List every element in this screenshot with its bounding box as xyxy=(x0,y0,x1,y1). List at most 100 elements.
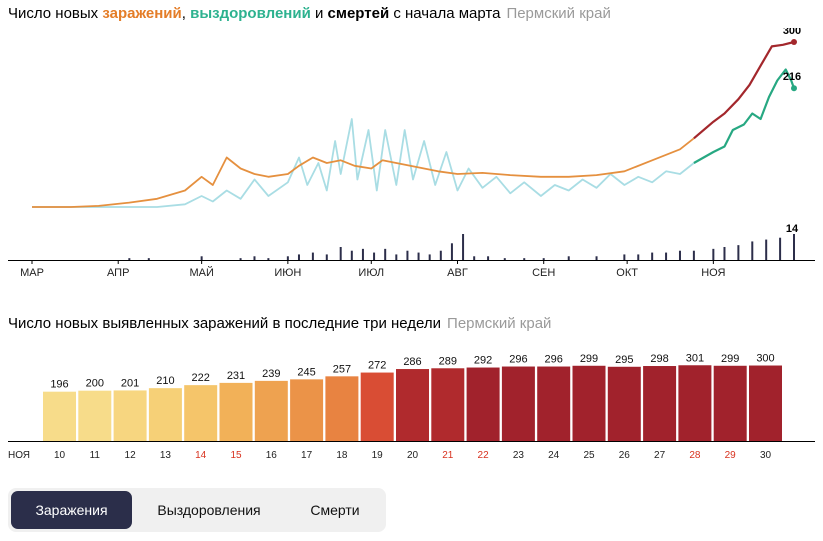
bar-value-label: 286 xyxy=(403,356,421,368)
bar-day-label: 19 xyxy=(372,450,384,461)
day-bar xyxy=(360,372,394,441)
bar-day-label: 18 xyxy=(336,450,348,461)
day-bar xyxy=(678,365,712,441)
bar-day-label: 28 xyxy=(689,450,701,461)
main-chart-title: Число новых заражений, выздоровлений и с… xyxy=(8,5,611,22)
bar-day-label: 15 xyxy=(230,450,242,461)
bar-day-label: 24 xyxy=(548,450,560,461)
death-bar xyxy=(297,254,300,260)
death-bar xyxy=(793,234,795,260)
bar-value-label: 289 xyxy=(439,355,457,367)
tab-recoveries[interactable]: Выздоровления xyxy=(157,502,261,518)
month-label: СЕН xyxy=(532,267,555,279)
bar-day-label: 21 xyxy=(442,450,454,461)
bar-day-label: 11 xyxy=(90,450,101,461)
day-bar xyxy=(643,366,677,441)
bar-value-label: 210 xyxy=(156,375,174,387)
death-bar xyxy=(623,254,626,260)
month-label: ИЮЛ xyxy=(358,267,384,279)
bar-value-label: 201 xyxy=(121,377,139,389)
day-bar xyxy=(184,385,218,441)
month-label: ОКТ xyxy=(616,267,638,279)
bar-value-label: 296 xyxy=(509,354,527,366)
day-bar xyxy=(713,365,747,441)
day-bar xyxy=(290,379,324,441)
day-bar xyxy=(537,366,571,441)
month-label: НОЯ xyxy=(701,267,725,279)
death-bar xyxy=(678,250,681,260)
title-deaths: смертей xyxy=(327,5,390,22)
day-bar xyxy=(43,391,76,441)
three-week-bar-chart: НОЯ 196 10 200 11 201 12 210 13 222 14 231 15 239 16 24… xyxy=(8,352,815,461)
bar-value-label: 299 xyxy=(721,353,739,365)
title-part-3: , xyxy=(181,5,191,22)
bar-value-label: 295 xyxy=(615,354,633,366)
death-bar xyxy=(462,234,465,260)
bar-value-label: 200 xyxy=(86,378,104,390)
title-infections: заражений xyxy=(102,5,182,22)
bar-value-label: 296 xyxy=(545,354,563,366)
death-bar xyxy=(325,254,328,260)
recoveries-line-recent xyxy=(693,68,796,164)
death-bar xyxy=(542,258,545,260)
bar-day-label: 13 xyxy=(160,450,172,461)
death-bar xyxy=(373,252,376,260)
recoveries-end-label: 216 xyxy=(783,71,801,83)
death-bar xyxy=(439,250,442,260)
title-part-1: Число новых xyxy=(8,5,103,22)
bar-value-label: 222 xyxy=(192,372,210,384)
infections-end-dot xyxy=(791,39,797,45)
death-bar xyxy=(723,247,726,260)
bar-value-label: 292 xyxy=(474,355,492,367)
day-bar xyxy=(254,380,288,441)
death-bar xyxy=(128,258,131,260)
day-bar xyxy=(148,388,182,441)
bar-value-label: 298 xyxy=(650,353,668,365)
day-bar xyxy=(325,376,359,441)
death-bar xyxy=(737,245,740,260)
bar-day-label: 23 xyxy=(513,450,525,461)
bar-chart-title-text: Число новых выявленных заражений в после… xyxy=(8,315,442,332)
bar-day-label: 26 xyxy=(619,450,631,461)
bar-value-label: 257 xyxy=(333,363,351,375)
death-bar xyxy=(473,256,476,260)
death-bar xyxy=(395,254,398,260)
infections-end-label: 300 xyxy=(783,28,801,37)
bar-day-label: 22 xyxy=(478,450,490,461)
title-part-7: с начала марта xyxy=(389,5,501,22)
tab-deaths[interactable]: Смерти xyxy=(310,502,360,518)
death-bar xyxy=(692,250,695,260)
bar-value-label: 239 xyxy=(262,368,280,380)
day-bar xyxy=(396,369,429,441)
death-bar xyxy=(253,256,256,260)
bar-day-label: 30 xyxy=(760,450,772,461)
infections-line xyxy=(32,137,695,208)
bar-day-label: 12 xyxy=(125,450,137,461)
bar-day-label: 10 xyxy=(54,450,66,461)
bar-value-label: 231 xyxy=(227,370,245,382)
death-bar xyxy=(665,252,668,260)
bar-day-label: 14 xyxy=(195,450,207,461)
death-bar xyxy=(428,254,431,260)
death-bar xyxy=(311,252,314,260)
deaths-end-label: 14 xyxy=(786,223,799,235)
month-label: АВГ xyxy=(447,267,468,279)
death-bar xyxy=(765,239,768,260)
day-bar xyxy=(78,390,112,441)
death-bar xyxy=(361,248,364,260)
death-bar xyxy=(487,256,490,260)
day-bar xyxy=(607,366,641,441)
bar-chart-region: Пермский край xyxy=(447,315,552,332)
title-recoveries: выздоровлений xyxy=(190,5,311,22)
bar-day-label: 16 xyxy=(266,450,278,461)
death-bar xyxy=(637,254,640,260)
death-bar xyxy=(406,250,409,260)
recoveries-line xyxy=(32,118,695,208)
bar-day-label: 17 xyxy=(301,450,313,461)
bar-chart-title: Число новых выявленных заражений в после… xyxy=(8,315,551,332)
death-bar xyxy=(239,258,242,260)
day-bar xyxy=(219,382,253,441)
infections-line-recent xyxy=(693,40,795,140)
tab-infections[interactable]: Заражения xyxy=(11,491,132,529)
month-label: АПР xyxy=(107,267,129,279)
